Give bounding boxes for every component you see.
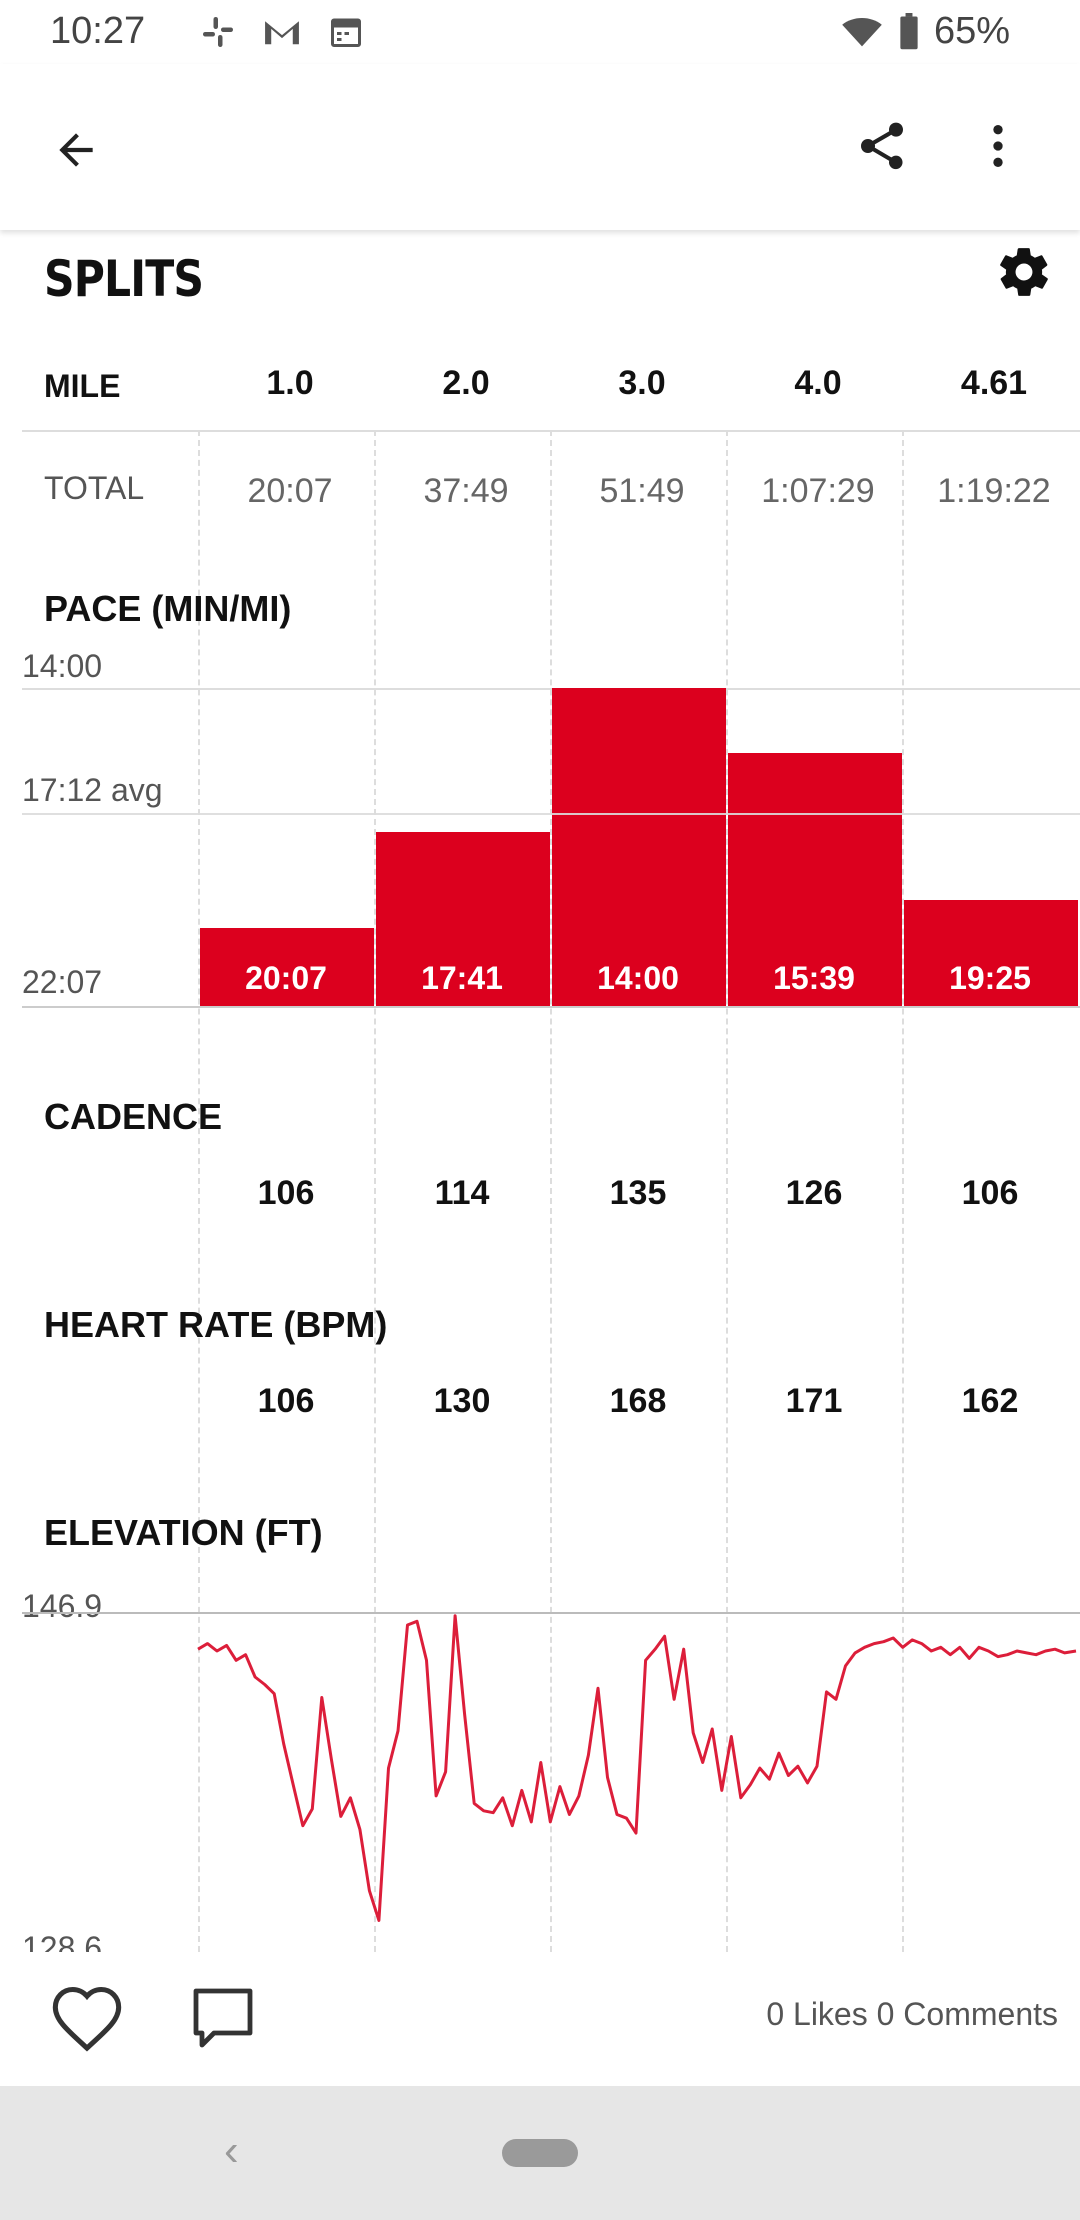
battery-icon [900, 12, 918, 49]
back-button[interactable] [40, 114, 112, 186]
heart-icon [52, 1986, 122, 2052]
heart-rate-value: 106 [257, 1382, 315, 1420]
pace-bar [376, 832, 550, 1006]
gear-icon [1000, 248, 1048, 296]
splits-title: SPLITS [44, 250, 204, 308]
elevation-title: ELEVATION (FT) [44, 1512, 323, 1553]
app-bar [0, 64, 1080, 230]
elevation-axis-top: 146.9 [22, 1588, 103, 1624]
likes-comments-count[interactable]: 0 Likes 0 Comments [766, 1996, 1058, 2032]
total-time: 20:07 [247, 472, 333, 510]
column-divider [726, 430, 728, 1952]
elevation-line [197, 1614, 1077, 1922]
cadence-value: 126 [785, 1174, 843, 1212]
wifi-icon [842, 17, 882, 46]
pace-axis-avg: 17:12 avg [22, 772, 163, 808]
mile-value: 1.0 [266, 364, 314, 402]
slack-icon [203, 17, 233, 47]
pace-bar-label: 19:25 [949, 960, 1031, 996]
mile-value: 4.0 [794, 364, 842, 402]
cadence-title: CADENCE [44, 1096, 223, 1137]
column-divider [374, 430, 376, 1952]
pace-bar-label: 15:39 [773, 960, 855, 996]
pace-top-line [22, 688, 1080, 690]
pace-axis-top: 14:00 [22, 648, 103, 684]
total-time: 1:19:22 [937, 472, 1051, 510]
column-divider [902, 430, 904, 1952]
total-label: TOTAL [44, 470, 145, 506]
pace-bar-label: 20:07 [245, 960, 327, 996]
gmail-icon [265, 21, 299, 45]
heart-rate-value: 168 [609, 1382, 667, 1420]
heart-rate-value: 130 [433, 1382, 491, 1420]
heart-rate-value: 171 [785, 1382, 843, 1420]
cadence-value: 106 [257, 1174, 315, 1212]
like-button[interactable] [44, 1978, 130, 2058]
share-icon [861, 122, 903, 170]
system-nav-bar: ‹ [0, 2086, 1080, 2220]
pace-baseline [22, 1006, 1080, 1008]
elevation-top-line [22, 1612, 1080, 1614]
pace-bar [552, 688, 726, 1006]
mile-value: 4.61 [960, 364, 1028, 402]
heart-rate-title: HEART RATE (BPM) [44, 1304, 388, 1345]
nav-back-button[interactable]: ‹ [224, 2126, 239, 2175]
mile-value: 3.0 [618, 364, 666, 402]
pace-title: PACE (MIN/MI) [44, 588, 292, 629]
comment-button[interactable] [180, 1978, 266, 2058]
arrow-left-icon [59, 133, 93, 167]
status-bar: 10:27 65% [0, 0, 1080, 64]
elevation-axis-bottom: 128.6 [22, 1930, 103, 1952]
pace-bar [200, 927, 374, 1006]
elevation-chart [197, 1614, 1077, 1922]
total-time: 51:49 [599, 472, 685, 510]
pace-avg-line [22, 813, 1080, 816]
home-pill-button[interactable] [502, 2139, 578, 2167]
splits-settings-button[interactable] [994, 242, 1054, 302]
status-time: 10:27 [50, 10, 146, 52]
more-vert-icon [993, 125, 1003, 167]
cadence-value: 135 [609, 1174, 667, 1212]
mile-value: 2.0 [442, 364, 490, 402]
cadence-value: 114 [434, 1174, 490, 1212]
pace-bar [904, 900, 1078, 1006]
bottom-action-bar: 0 Likes 0 Comments [0, 1952, 1080, 2086]
pace-axis-bottom: 22:07 [22, 964, 103, 1000]
pace-bar [728, 752, 902, 1006]
column-divider [550, 430, 552, 1952]
splits-content[interactable]: SPLITS MILE 1.0 2.0 3.0 4.0 4.61 TOTAL 2… [0, 230, 1080, 1952]
pace-bar-label: 17:41 [421, 960, 503, 996]
more-options-button[interactable] [960, 108, 1036, 184]
calendar-icon [331, 18, 361, 47]
battery-percent: 65% [933, 10, 1010, 52]
total-time: 1:07:29 [761, 472, 875, 510]
pace-bar-label: 14:00 [597, 960, 679, 996]
comment-icon [193, 1988, 253, 2048]
mile-label: MILE [44, 368, 121, 404]
column-divider [198, 430, 200, 1952]
share-button[interactable] [844, 108, 920, 184]
total-time: 37:49 [423, 472, 509, 510]
heart-rate-value: 162 [961, 1382, 1019, 1420]
cadence-value: 106 [961, 1174, 1019, 1212]
header-divider [22, 430, 1080, 432]
